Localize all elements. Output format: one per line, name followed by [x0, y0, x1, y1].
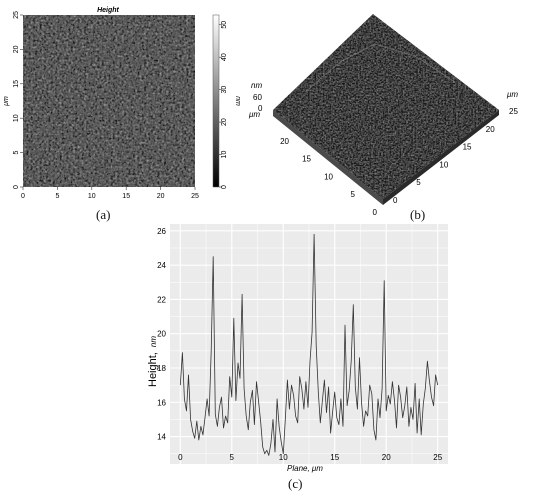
height-map-y-tick-label: 0 — [13, 185, 20, 189]
surface-z-tick-min: 0 — [258, 104, 263, 113]
colorbar-unit: nm — [234, 96, 240, 106]
height-map-y-tick-label: 15 — [13, 80, 20, 88]
surface-left-tick-label: 0 — [373, 208, 378, 215]
height-map-y-tick-label: 5 — [13, 151, 20, 155]
surface-left-side — [273, 110, 383, 205]
surface-right-tick-label: 15 — [463, 143, 472, 152]
chart-y-tick-label: 18 — [157, 364, 166, 373]
chart-x-tick-label: 0 — [178, 453, 183, 462]
chart-y-tick-labels: 14 16 18 20 22 24 26 — [157, 227, 166, 442]
chart-y-label-main: Height, — [147, 352, 159, 387]
surface-z-tick-max: 60 — [253, 93, 262, 102]
chart-y-label-unit: nm — [149, 336, 158, 347]
height-map-x-ticks: 0 5 10 15 20 25 — [21, 187, 199, 200]
surface-right-tick-label: 0 — [393, 196, 398, 205]
colorbar-tick-label: 10 — [221, 151, 228, 159]
height-map-texture — [23, 15, 195, 187]
surface-left-tick-label: 20 — [280, 137, 289, 146]
height-map-y-tick-label: 25 — [13, 11, 20, 19]
height-map-x-tick-label: 10 — [88, 193, 96, 200]
chart-x-tick-labels: 0 5 10 15 20 25 — [178, 453, 443, 462]
chart-x-tick-label: 10 — [279, 453, 288, 462]
height-map-y-unit: μm — [3, 96, 10, 107]
surface-right-tick-label: 5 — [416, 178, 421, 187]
chart-x-label: Plane, μm — [287, 464, 323, 473]
chart-y-tick-label: 14 — [157, 433, 166, 442]
surface-right-tick-label: 25 — [509, 107, 518, 116]
panel-b-label: (b) — [410, 207, 426, 222]
surface-3d-panel: 20 15 10 5 0 25 20 15 10 5 0 nm 60 0 μm μm — [248, 14, 518, 215]
height-map-panel: Height 0 5 10 15 20 25 0 5 10 15 20 25 μm 0 10 20 30 4… — [3, 7, 240, 200]
chart-x-tick-label: 25 — [433, 453, 442, 462]
height-profile-line — [179, 233, 439, 456]
colorbar-tick-label: 40 — [221, 53, 228, 61]
surface-right-side — [383, 110, 499, 205]
surface-right-axis-ticks: 25 20 15 10 5 0 — [393, 107, 518, 205]
surface-right-unit: μm — [506, 90, 518, 99]
surface-left-tick-label: 5 — [351, 190, 356, 199]
colorbar-tick-label: 30 — [221, 86, 228, 94]
chart-y-tick-label: 26 — [157, 227, 166, 236]
height-map-title: Height — [97, 7, 119, 14]
colorbar — [212, 14, 220, 188]
colorbar-tick-label: 20 — [221, 118, 228, 126]
height-map-y-ticks: 0 5 10 15 20 25 — [13, 11, 23, 189]
surface-left-tick-label: 15 — [302, 155, 311, 164]
chart-y-tick-label: 24 — [157, 261, 166, 270]
colorbar-tick-label: 0 — [221, 185, 228, 189]
height-map-x-tick-label: 25 — [191, 193, 199, 200]
chart-y-tick-label: 16 — [157, 398, 166, 407]
colorbar-tick-label: 50 — [221, 21, 228, 29]
chart-y-tick-label: 20 — [157, 330, 166, 339]
height-map-x-tick-label: 20 — [157, 193, 165, 200]
surface-ridge — [304, 43, 456, 93]
chart-x-tick-label: 20 — [382, 453, 391, 462]
height-map-x-tick-label: 15 — [122, 193, 130, 200]
chart-y-tick-label: 22 — [157, 295, 166, 304]
surface-left-axis-ticks: 20 15 10 5 0 — [280, 137, 377, 215]
colorbar-ticks: 0 10 20 30 40 50 — [219, 21, 228, 189]
panel-c-label: (c) — [288, 476, 303, 491]
chart-y-label: Height, nm — [147, 336, 159, 387]
chart-x-tick-label: 5 — [230, 453, 235, 462]
height-map-x-tick-label: 5 — [55, 193, 59, 200]
surface-right-tick-label: 20 — [486, 125, 495, 134]
height-profile-chart: 14 16 18 20 22 24 26 0 5 10 15 20 25 Height, nm Pla… — [147, 224, 448, 473]
height-map-y-tick-label: 20 — [13, 45, 20, 53]
surface-right-tick-label: 10 — [439, 160, 448, 169]
surface-left-tick-label: 10 — [324, 172, 333, 181]
height-map-y-tick-label: 10 — [13, 114, 20, 122]
chart-x-tick-label: 15 — [330, 453, 339, 462]
height-map-x-tick-label: 0 — [21, 193, 25, 200]
panel-a-label: (a) — [96, 207, 111, 222]
chart-gridlines — [170, 224, 448, 464]
surface-left-unit: μm — [248, 110, 260, 119]
surface-texture — [273, 14, 499, 199]
surface-z-unit: nm — [251, 81, 262, 90]
